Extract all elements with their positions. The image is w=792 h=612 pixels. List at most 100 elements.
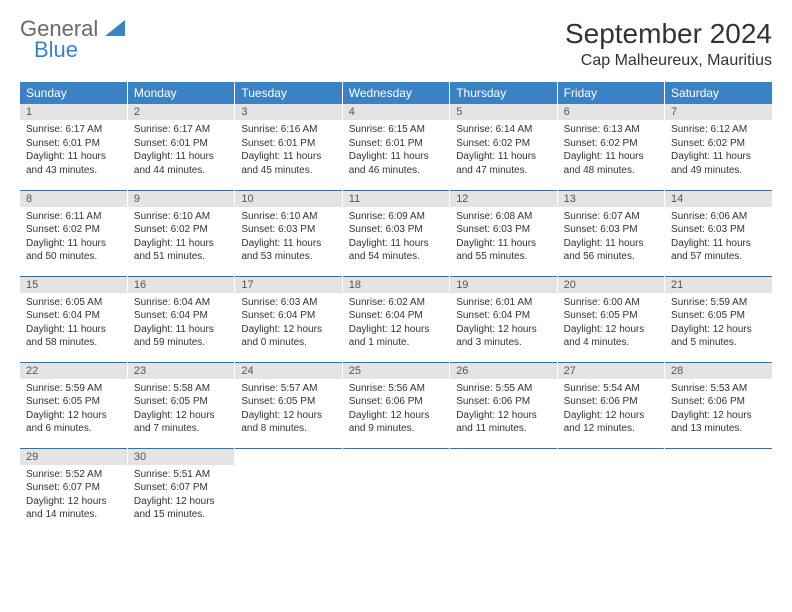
calendar-cell: 11Sunrise: 6:09 AMSunset: 6:03 PMDayligh… [342, 190, 449, 276]
daylight-line: Daylight: 11 hours and 48 minutes. [564, 150, 658, 177]
sunset-line: Sunset: 6:04 PM [26, 309, 121, 323]
sunrise-line: Sunrise: 6:09 AM [349, 210, 443, 224]
day-body: Sunrise: 6:05 AMSunset: 6:04 PMDaylight:… [20, 293, 127, 354]
day-number: 22 [20, 363, 127, 379]
calendar-cell: 25Sunrise: 5:56 AMSunset: 6:06 PMDayligh… [342, 362, 449, 448]
day-body: Sunrise: 5:59 AMSunset: 6:05 PMDaylight:… [20, 379, 127, 440]
calendar-table: Sunday Monday Tuesday Wednesday Thursday… [20, 82, 772, 534]
day-number: 8 [20, 191, 127, 207]
day-body: Sunrise: 6:15 AMSunset: 6:01 PMDaylight:… [343, 120, 449, 181]
sunset-line: Sunset: 6:03 PM [456, 223, 550, 237]
day-body: Sunrise: 6:08 AMSunset: 6:03 PMDaylight:… [450, 207, 556, 268]
sunset-line: Sunset: 6:05 PM [564, 309, 658, 323]
daylight-line: Daylight: 12 hours and 14 minutes. [26, 495, 121, 522]
weekday-header-row: Sunday Monday Tuesday Wednesday Thursday… [20, 82, 772, 104]
day-body: Sunrise: 6:11 AMSunset: 6:02 PMDaylight:… [20, 207, 127, 268]
daylight-line: Daylight: 11 hours and 43 minutes. [26, 150, 121, 177]
day-number: 30 [128, 449, 234, 465]
calendar-body: 1Sunrise: 6:17 AMSunset: 6:01 PMDaylight… [20, 104, 772, 534]
day-number: 18 [343, 277, 449, 293]
location: Cap Malheureux, Mauritius [565, 52, 772, 70]
sunset-line: Sunset: 6:06 PM [671, 395, 766, 409]
day-number: 2 [128, 104, 234, 120]
sunset-line: Sunset: 6:01 PM [134, 137, 228, 151]
day-number: 12 [450, 191, 556, 207]
day-number: 14 [665, 191, 772, 207]
calendar-cell: 2Sunrise: 6:17 AMSunset: 6:01 PMDaylight… [127, 104, 234, 190]
day-number: 6 [558, 104, 664, 120]
day-body: Sunrise: 6:16 AMSunset: 6:01 PMDaylight:… [235, 120, 341, 181]
sunset-line: Sunset: 6:02 PM [134, 223, 228, 237]
sunrise-line: Sunrise: 6:16 AM [241, 123, 335, 137]
logo-blue: Blue [34, 39, 125, 61]
daylight-line: Daylight: 11 hours and 59 minutes. [134, 323, 228, 350]
calendar-cell: 14Sunrise: 6:06 AMSunset: 6:03 PMDayligh… [665, 190, 772, 276]
daylight-line: Daylight: 11 hours and 57 minutes. [671, 237, 766, 264]
day-number: 27 [558, 363, 664, 379]
calendar-cell [235, 448, 342, 534]
sunrise-line: Sunrise: 5:54 AM [564, 382, 658, 396]
month-title: September 2024 [565, 18, 772, 50]
day-number: 17 [235, 277, 341, 293]
day-body: Sunrise: 6:10 AMSunset: 6:03 PMDaylight:… [235, 207, 341, 268]
day-body: Sunrise: 5:51 AMSunset: 6:07 PMDaylight:… [128, 465, 234, 526]
daylight-line: Daylight: 11 hours and 55 minutes. [456, 237, 550, 264]
sunrise-line: Sunrise: 6:01 AM [456, 296, 550, 310]
sunrise-line: Sunrise: 5:51 AM [134, 468, 228, 482]
daylight-line: Daylight: 11 hours and 46 minutes. [349, 150, 443, 177]
sunrise-line: Sunrise: 5:59 AM [671, 296, 766, 310]
sunrise-line: Sunrise: 6:10 AM [241, 210, 335, 224]
calendar-cell: 13Sunrise: 6:07 AMSunset: 6:03 PMDayligh… [557, 190, 664, 276]
weekday-header: Sunday [20, 82, 127, 104]
day-number: 20 [558, 277, 664, 293]
sunset-line: Sunset: 6:06 PM [456, 395, 550, 409]
calendar-cell: 30Sunrise: 5:51 AMSunset: 6:07 PMDayligh… [127, 448, 234, 534]
day-body: Sunrise: 5:59 AMSunset: 6:05 PMDaylight:… [665, 293, 772, 354]
calendar-cell: 20Sunrise: 6:00 AMSunset: 6:05 PMDayligh… [557, 276, 664, 362]
sunset-line: Sunset: 6:04 PM [134, 309, 228, 323]
calendar-cell: 29Sunrise: 5:52 AMSunset: 6:07 PMDayligh… [20, 448, 127, 534]
sunset-line: Sunset: 6:01 PM [26, 137, 121, 151]
calendar-cell: 17Sunrise: 6:03 AMSunset: 6:04 PMDayligh… [235, 276, 342, 362]
calendar-cell: 26Sunrise: 5:55 AMSunset: 6:06 PMDayligh… [450, 362, 557, 448]
calendar-cell [342, 448, 449, 534]
day-body: Sunrise: 6:14 AMSunset: 6:02 PMDaylight:… [450, 120, 556, 181]
sunrise-line: Sunrise: 6:17 AM [134, 123, 228, 137]
sunrise-line: Sunrise: 6:08 AM [456, 210, 550, 224]
daylight-line: Daylight: 11 hours and 47 minutes. [456, 150, 550, 177]
daylight-line: Daylight: 11 hours and 49 minutes. [671, 150, 766, 177]
calendar-cell: 18Sunrise: 6:02 AMSunset: 6:04 PMDayligh… [342, 276, 449, 362]
sunset-line: Sunset: 6:07 PM [26, 481, 121, 495]
sunrise-line: Sunrise: 6:12 AM [671, 123, 766, 137]
daylight-line: Daylight: 11 hours and 58 minutes. [26, 323, 121, 350]
sunrise-line: Sunrise: 5:56 AM [349, 382, 443, 396]
day-body: Sunrise: 5:53 AMSunset: 6:06 PMDaylight:… [665, 379, 772, 440]
day-number: 11 [343, 191, 449, 207]
sunset-line: Sunset: 6:07 PM [134, 481, 228, 495]
sunset-line: Sunset: 6:02 PM [456, 137, 550, 151]
day-number: 23 [128, 363, 234, 379]
day-number: 24 [235, 363, 341, 379]
sunset-line: Sunset: 6:03 PM [671, 223, 766, 237]
sunrise-line: Sunrise: 6:10 AM [134, 210, 228, 224]
sunrise-line: Sunrise: 6:17 AM [26, 123, 121, 137]
weekday-header: Saturday [665, 82, 772, 104]
day-body: Sunrise: 6:06 AMSunset: 6:03 PMDaylight:… [665, 207, 772, 268]
calendar-cell: 16Sunrise: 6:04 AMSunset: 6:04 PMDayligh… [127, 276, 234, 362]
calendar-cell [665, 448, 772, 534]
calendar-row: 8Sunrise: 6:11 AMSunset: 6:02 PMDaylight… [20, 190, 772, 276]
logo-triangle-icon [105, 23, 125, 40]
sunrise-line: Sunrise: 5:59 AM [26, 382, 121, 396]
daylight-line: Daylight: 12 hours and 7 minutes. [134, 409, 228, 436]
calendar-cell: 23Sunrise: 5:58 AMSunset: 6:05 PMDayligh… [127, 362, 234, 448]
day-number: 25 [343, 363, 449, 379]
daylight-line: Daylight: 11 hours and 53 minutes. [241, 237, 335, 264]
sunrise-line: Sunrise: 6:02 AM [349, 296, 443, 310]
sunrise-line: Sunrise: 5:57 AM [241, 382, 335, 396]
calendar-cell: 15Sunrise: 6:05 AMSunset: 6:04 PMDayligh… [20, 276, 127, 362]
sunrise-line: Sunrise: 6:03 AM [241, 296, 335, 310]
sunset-line: Sunset: 6:05 PM [241, 395, 335, 409]
sunset-line: Sunset: 6:05 PM [134, 395, 228, 409]
day-number: 4 [343, 104, 449, 120]
day-number: 15 [20, 277, 127, 293]
